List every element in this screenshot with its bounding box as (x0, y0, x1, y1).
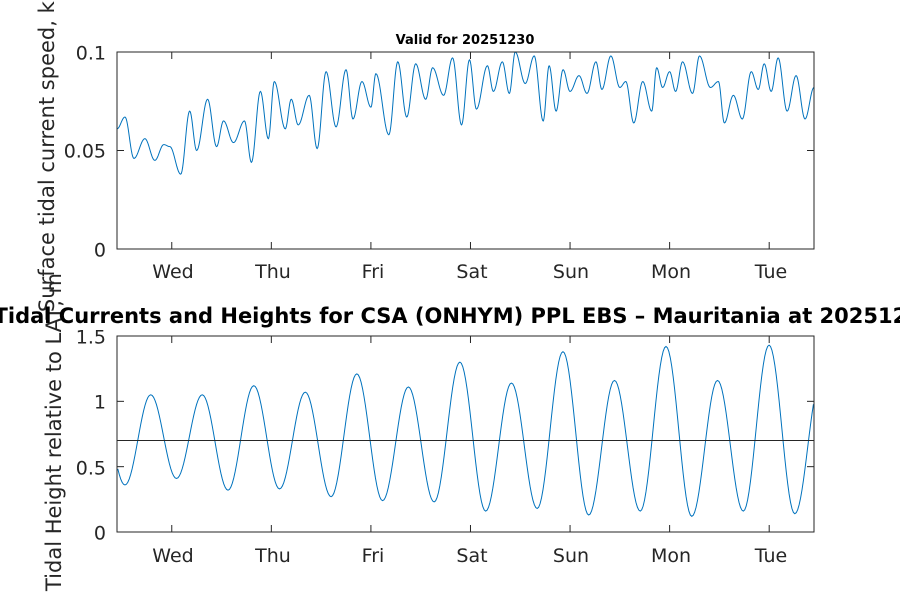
height-plot-box (116, 335, 815, 533)
current-xtick-label: Thu (254, 261, 291, 283)
tidal-height-panel: 0 0.5 1 1.5 Wed Thu Fri Sat Sun Mon Tue … (42, 273, 815, 592)
current-axis-ticks (117, 51, 814, 250)
current-ytick-label: 0 (94, 240, 106, 262)
height-ytick-label: 0 (94, 523, 106, 545)
tidal-height-line (117, 344, 814, 517)
height-xtick-label: Sat (456, 545, 487, 567)
current-ytick-label: 0.1 (76, 43, 106, 65)
height-xtick-label: Mon (651, 545, 691, 567)
current-xtick-label: Fri (362, 261, 385, 283)
current-speed-line (116, 51, 815, 175)
current-panel-title: Valid for 20251230 (396, 33, 535, 48)
current-xtick-label: Wed (152, 261, 193, 283)
current-ytick-label: 0.05 (64, 141, 106, 163)
current-speed-panel: Valid for 20251230 0 0.05 0.1 Wed Thu Fr… (35, 0, 815, 312)
current-xtick-label: Sat (456, 261, 487, 283)
height-xtick-label: Sun (553, 545, 589, 567)
height-ylabel: Tidal Height relative to LAT, m (42, 273, 66, 592)
height-xtick-label: Thu (254, 545, 291, 567)
height-ytick-label: 1 (94, 392, 106, 414)
height-xtick-label: Tue (754, 545, 787, 567)
height-axis-ticks (117, 335, 814, 533)
height-xtick-label: Wed (152, 545, 193, 567)
height-xtick-label: Fri (362, 545, 385, 567)
current-ylabel: Surface tidal current speed, kn (35, 0, 59, 312)
height-ytick-label: 0.5 (76, 458, 106, 480)
current-xtick-label: Mon (651, 261, 691, 283)
current-xtick-label: Tue (754, 261, 787, 283)
main-chart-title: Tidal Currents and Heights for CSA (ONHY… (0, 304, 900, 328)
height-ytick-label: 1.5 (76, 327, 106, 349)
current-xtick-label: Sun (553, 261, 589, 283)
